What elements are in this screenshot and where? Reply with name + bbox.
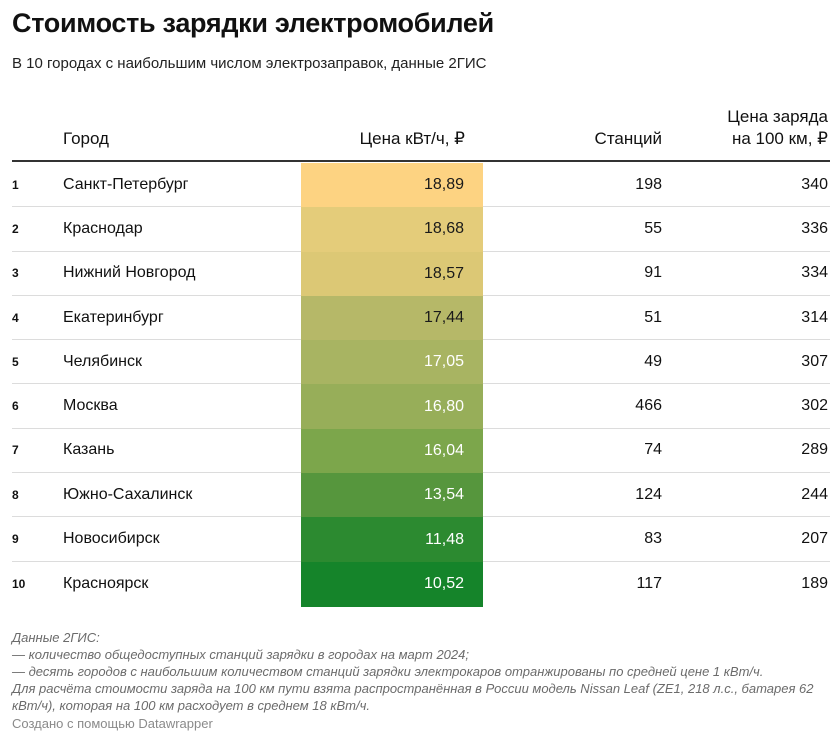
city-cell: Санкт-Петербург — [63, 175, 189, 193]
price-cell: 10,52 — [301, 561, 483, 607]
stations-cell: 91 — [644, 264, 662, 282]
footnotes: Данные 2ГИС: — количество общедоступных … — [12, 629, 827, 714]
table-row: 4 Екатеринбург 17,44 51 314 — [12, 295, 830, 341]
city-cell: Челябинск — [63, 352, 142, 370]
rank-cell: 6 — [12, 399, 19, 414]
city-cell: Москва — [63, 397, 118, 415]
stations-cell: 83 — [644, 530, 662, 548]
cost-cell: 334 — [801, 264, 828, 282]
table-body: 1 Санкт-Петербург 18,89 198 340 2 Краснодар 18,… — [12, 163, 830, 607]
cost-cell: 340 — [801, 175, 828, 193]
table-row: 2 Краснодар 18,68 55 336 — [12, 207, 830, 252]
table-row: 5 Челябинск 17,05 49 307 — [12, 340, 830, 385]
credit-text: Создано с помощью Datawrapper — [12, 716, 213, 731]
table-row: 6 Москва 16,80 466 302 — [12, 384, 830, 429]
table-row: 7 Казань 16,04 74 289 — [12, 428, 830, 474]
stations-cell: 74 — [644, 441, 662, 459]
table-row: 3 Нижний Новгород 18,57 91 334 — [12, 251, 830, 296]
column-header-stations[interactable]: Станций — [594, 129, 662, 148]
cost-cell: 189 — [801, 574, 828, 592]
rank-cell: 8 — [12, 487, 19, 502]
stations-cell: 198 — [635, 175, 662, 193]
table-header: Город Цена кВт/ч, ₽ Станций Цена заряда … — [12, 100, 830, 162]
city-cell: Екатеринбург — [63, 308, 164, 326]
price-cell: 17,05 — [301, 340, 483, 385]
cost-cell: 244 — [801, 485, 828, 503]
table-row: 9 Новосибирск 11,48 83 207 — [12, 517, 830, 562]
price-cell: 16,80 — [301, 384, 483, 429]
city-cell: Новосибирск — [63, 530, 160, 548]
cost-cell: 289 — [801, 441, 828, 459]
rank-cell: 2 — [12, 221, 19, 236]
rank-cell: 3 — [12, 266, 19, 281]
cost-cell: 314 — [801, 308, 828, 326]
footnote-line: — десять городов с наибольшим количество… — [12, 664, 764, 679]
city-cell: Красноярск — [63, 574, 149, 592]
rank-cell: 10 — [12, 576, 26, 591]
column-header-cost-line2: на 100 км, ₽ — [731, 129, 828, 148]
cost-cell: 207 — [801, 530, 828, 548]
footnote-line: Данные 2ГИС: — [12, 630, 100, 645]
price-cell: 13,54 — [301, 473, 483, 518]
chart-title: Стоимость зарядки электромобилей — [12, 8, 494, 38]
price-cell: 18,57 — [301, 251, 483, 296]
chart-subtitle: В 10 городах с наибольшим числом электро… — [12, 55, 487, 72]
city-cell: Южно-Сахалинск — [63, 485, 193, 503]
price-cell: 18,89 — [301, 163, 483, 208]
table-row: 1 Санкт-Петербург 18,89 198 340 — [12, 163, 830, 208]
stations-cell: 124 — [635, 485, 662, 503]
table-row: 10 Красноярск 10,52 117 189 — [12, 561, 830, 607]
city-cell: Казань — [63, 441, 115, 459]
stations-cell: 51 — [644, 308, 662, 326]
column-header-city[interactable]: Город — [63, 129, 109, 148]
footnote-line: Для расчёта стоимости заряда на 100 км п… — [12, 681, 814, 713]
column-header-cost-line1: Цена заряда — [727, 107, 828, 126]
cost-cell: 336 — [801, 219, 828, 237]
rank-cell: 7 — [12, 443, 19, 458]
city-cell: Краснодар — [63, 219, 143, 237]
stations-cell: 117 — [636, 574, 662, 592]
cost-cell: 302 — [801, 397, 828, 415]
price-cell: 16,04 — [301, 428, 483, 474]
rank-cell: 5 — [12, 354, 19, 369]
column-header-price[interactable]: Цена кВт/ч, ₽ — [359, 129, 465, 148]
stations-cell: 55 — [644, 219, 662, 237]
price-cell: 17,44 — [301, 295, 483, 341]
rank-cell: 1 — [12, 177, 19, 192]
price-cell: 11,48 — [301, 517, 483, 562]
footnote-line: — количество общедоступных станций заряд… — [12, 647, 469, 662]
price-cell: 18,68 — [301, 207, 483, 252]
rank-cell: 4 — [12, 310, 19, 325]
stations-cell: 466 — [635, 397, 662, 415]
cost-cell: 307 — [801, 352, 828, 370]
table-row: 8 Южно-Сахалинск 13,54 124 244 — [12, 473, 830, 518]
city-cell: Нижний Новгород — [63, 264, 196, 282]
stations-cell: 49 — [644, 352, 662, 370]
column-header-cost[interactable]: Цена заряда на 100 км, ₽ — [727, 106, 828, 150]
rank-cell: 9 — [12, 532, 19, 547]
